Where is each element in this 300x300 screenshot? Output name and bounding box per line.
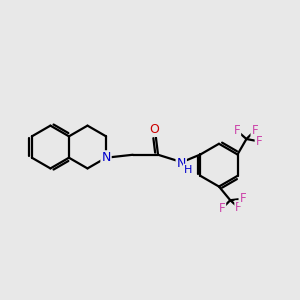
- Text: F: F: [251, 124, 258, 137]
- Text: O: O: [149, 123, 159, 136]
- Text: N: N: [101, 151, 111, 164]
- Text: F: F: [239, 192, 246, 205]
- Text: N: N: [176, 157, 186, 170]
- Text: F: F: [235, 201, 242, 214]
- Text: F: F: [234, 124, 240, 137]
- Text: H: H: [184, 165, 192, 175]
- Text: F: F: [256, 135, 262, 148]
- Text: F: F: [219, 202, 225, 215]
